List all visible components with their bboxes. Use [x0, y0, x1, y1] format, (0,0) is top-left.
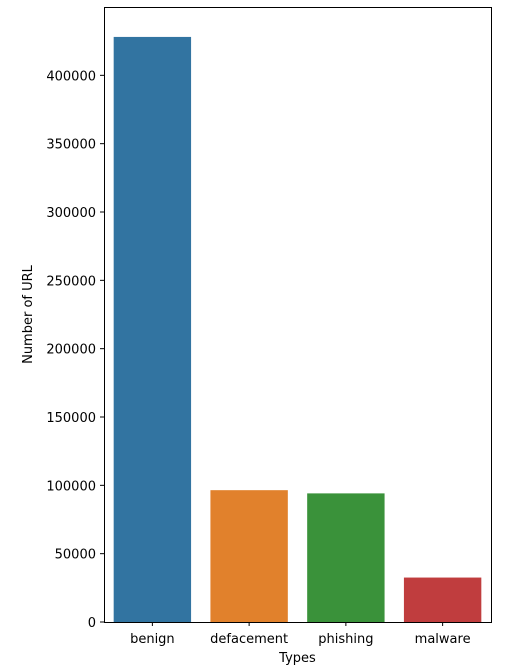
x-tick-label: malware: [415, 632, 471, 647]
x-tick-label: benign: [130, 632, 175, 647]
x-axis-label: Types: [278, 651, 316, 666]
y-tick-label: 50000: [55, 548, 96, 563]
x-ticks-group: benign defacement phishing malware: [130, 622, 471, 647]
y-tick-label: 0: [88, 616, 96, 631]
y-axis-label: Number of URL: [21, 264, 36, 364]
y-tick-label: 400000: [46, 69, 96, 84]
y-tick-label: 150000: [46, 411, 96, 426]
bar-malware: [403, 577, 482, 622]
bars-group: [113, 36, 482, 622]
bar-defacement: [210, 490, 288, 622]
plot-frame: [104, 7, 492, 623]
y-tick-label: 300000: [46, 206, 96, 221]
y-tick-label: 250000: [46, 274, 96, 289]
y-tick-label: 350000: [46, 138, 96, 153]
y-ticks-group: 0 50000 100000 150000 200000 250000 300000 3500…: [46, 69, 104, 631]
bar-phishing: [307, 493, 385, 622]
bar-benign: [113, 36, 192, 622]
y-tick-label: 100000: [46, 479, 96, 494]
y-tick-label: 200000: [46, 343, 96, 358]
x-tick-label: phishing: [318, 632, 373, 647]
x-tick-label: defacement: [210, 632, 288, 647]
